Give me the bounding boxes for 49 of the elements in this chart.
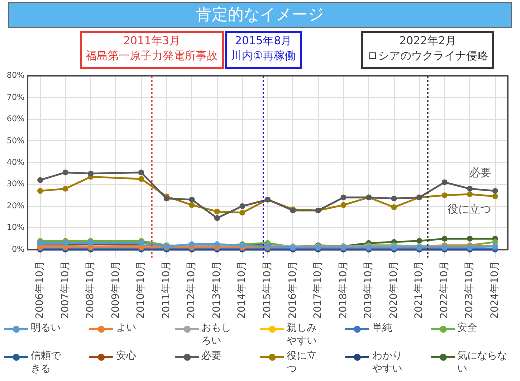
x-tick-label: 2021年10月 <box>413 260 426 320</box>
x-tick-label: 2008年10月 <box>84 260 97 320</box>
x-tick-label: 2012年10月 <box>186 260 198 320</box>
ref-line-label: 2015年8月 <box>235 34 292 48</box>
x-tick-label: 2020年10月 <box>388 260 400 320</box>
y-tick-label: 80% <box>7 71 26 80</box>
y-tick-label: 50% <box>7 136 26 146</box>
x-tick-label: 2007年10月 <box>59 260 72 320</box>
ref-line-label: 2011年3月 <box>124 34 181 48</box>
x-tick-label: 2024年10月 <box>488 260 501 320</box>
legend-label: 信頼できる <box>31 350 61 376</box>
legend-label: 必要 <box>202 350 222 363</box>
x-tick-label: 2017年10月 <box>312 260 324 320</box>
text: ロシアのウクライナ侵略 <box>367 49 488 62</box>
text: 福島第一原子力発電所事故 <box>86 49 218 62</box>
y-tick-label: 60% <box>7 114 26 124</box>
y-tick-label: 70% <box>7 92 26 102</box>
x-tick-label: 2013年10月 <box>210 260 223 320</box>
x-tick-label: 2011年10月 <box>160 260 172 320</box>
y-tick-label: 40% <box>7 158 26 167</box>
x-tick-label: 2009年10月 <box>110 260 122 320</box>
legend-label: 気にならない <box>458 350 509 376</box>
legend-label: 明るい <box>31 322 61 335</box>
legend-label: 安全 <box>458 322 478 335</box>
y-tick-label: 0% <box>12 244 26 254</box>
legend-label: おもしろい <box>202 322 232 348</box>
x-tick-label: 2010年10月 <box>135 260 148 320</box>
ref-line-label: 2022年2月 <box>399 34 456 48</box>
y-tick-label: 30% <box>7 180 26 189</box>
x-tick-label: 2016年10月 <box>286 260 299 320</box>
x-tick-label: 2022年10月 <box>438 260 450 320</box>
x-tick-label: 2018年10月 <box>337 260 350 320</box>
x-tick-label: 2014年10月 <box>236 260 248 320</box>
legend-label: よい <box>116 322 136 335</box>
text: 必要 <box>469 166 492 180</box>
y-tick-label: 10% <box>7 223 26 232</box>
y-tick-label: 20% <box>7 201 26 210</box>
x-tick-label: 2019年10月 <box>362 260 375 320</box>
legend-label: 親しみやすい <box>287 322 317 348</box>
legend-label: 単純 <box>372 322 392 335</box>
x-tick-label: 2015年10月 <box>261 260 274 320</box>
x-tick-label: 2006年10月 <box>34 260 46 320</box>
legend-label: 安心 <box>116 350 136 363</box>
legend-label: わかりやすい <box>372 350 402 376</box>
text: 役に立つ <box>447 202 492 216</box>
chart-title: 肯定的なイメージ <box>8 2 512 28</box>
legend-label: 役に立つ <box>287 350 317 376</box>
x-tick-label: 2023年10月 <box>464 260 476 320</box>
text: 川内①再稼働 <box>231 49 296 62</box>
